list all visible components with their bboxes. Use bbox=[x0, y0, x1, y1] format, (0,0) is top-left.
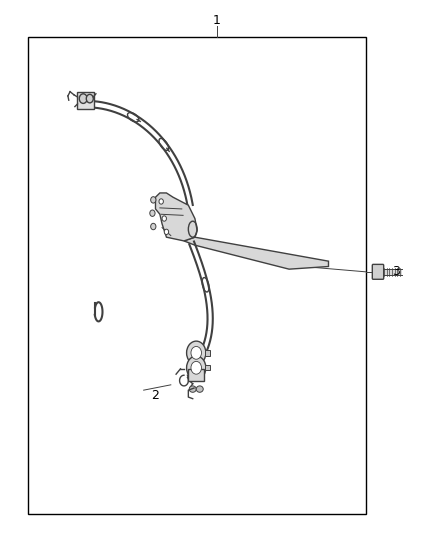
Circle shape bbox=[151, 223, 156, 230]
FancyBboxPatch shape bbox=[372, 264, 384, 279]
Circle shape bbox=[159, 199, 163, 204]
Circle shape bbox=[86, 94, 93, 103]
Circle shape bbox=[79, 94, 87, 103]
Bar bbox=[188, 369, 204, 381]
Polygon shape bbox=[184, 237, 328, 269]
Circle shape bbox=[151, 197, 156, 203]
Circle shape bbox=[187, 341, 206, 365]
Text: 1: 1 bbox=[213, 14, 221, 27]
Circle shape bbox=[191, 361, 201, 374]
Text: 3: 3 bbox=[392, 265, 400, 278]
Circle shape bbox=[150, 210, 155, 216]
Bar bbox=[205, 350, 210, 356]
Bar bbox=[383, 269, 402, 275]
Circle shape bbox=[164, 229, 169, 235]
Ellipse shape bbox=[196, 386, 203, 392]
Text: 2: 2 bbox=[152, 389, 159, 402]
Bar bbox=[28, 37, 366, 514]
Circle shape bbox=[191, 346, 201, 359]
Circle shape bbox=[162, 216, 166, 221]
Circle shape bbox=[187, 356, 206, 379]
Ellipse shape bbox=[189, 386, 196, 392]
Polygon shape bbox=[155, 193, 197, 241]
FancyBboxPatch shape bbox=[77, 92, 94, 109]
Bar bbox=[205, 365, 210, 370]
